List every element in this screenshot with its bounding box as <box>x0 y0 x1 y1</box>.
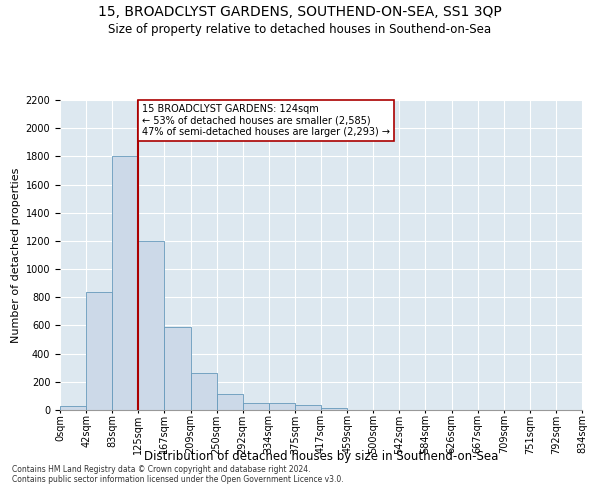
Text: Contains public sector information licensed under the Open Government Licence v3: Contains public sector information licen… <box>12 476 344 484</box>
Bar <box>191 374 217 410</box>
Text: 15 BROADCLYST GARDENS: 124sqm
← 53% of detached houses are smaller (2,585)
47% o: 15 BROADCLYST GARDENS: 124sqm ← 53% of d… <box>142 104 390 136</box>
Bar <box>321 408 347 410</box>
Bar <box>139 241 164 410</box>
Bar <box>60 406 86 410</box>
Bar <box>295 405 321 410</box>
Text: 15, BROADCLYST GARDENS, SOUTHEND-ON-SEA, SS1 3QP: 15, BROADCLYST GARDENS, SOUTHEND-ON-SEA,… <box>98 5 502 19</box>
Bar <box>164 327 191 410</box>
Bar <box>217 394 243 410</box>
Y-axis label: Number of detached properties: Number of detached properties <box>11 168 22 342</box>
Bar <box>112 156 139 410</box>
Bar <box>86 292 112 410</box>
Text: Distribution of detached houses by size in Southend-on-Sea: Distribution of detached houses by size … <box>144 450 498 463</box>
Text: Size of property relative to detached houses in Southend-on-Sea: Size of property relative to detached ho… <box>109 22 491 36</box>
Bar <box>269 403 295 410</box>
Text: Contains HM Land Registry data © Crown copyright and database right 2024.: Contains HM Land Registry data © Crown c… <box>12 466 311 474</box>
Bar <box>243 403 269 410</box>
